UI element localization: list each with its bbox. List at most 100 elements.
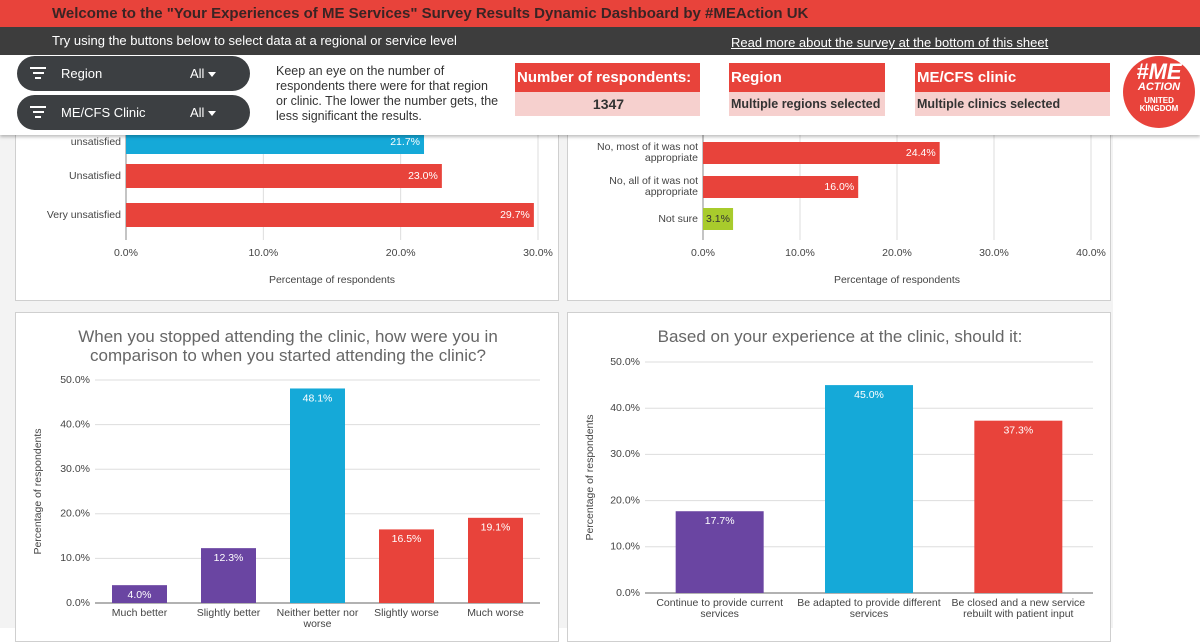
x-tick-label: Neither better nor worse (276, 607, 359, 630)
filter-value: All (190, 105, 205, 120)
y-tick-label: 50.0% (610, 356, 640, 368)
x-tick-label: Be closed and a new service rebuilt with… (951, 597, 1086, 620)
y-axis-label: Percentage of respondents (32, 428, 44, 554)
value-label: 12.3% (214, 552, 244, 564)
x-tick-label: 10.0% (248, 247, 278, 259)
clinic-filter[interactable]: ME/CFS Clinic All (17, 95, 250, 130)
x-axis-label: Percentage of respondents (269, 274, 395, 286)
y-tick-label: 40.0% (60, 418, 90, 430)
card-value: Multiple clinics selected (915, 92, 1110, 116)
value-label: 24.4% (906, 147, 936, 159)
logo-text: UNITED (1144, 96, 1174, 105)
survey-link[interactable]: Read more about the survey at the bottom… (731, 35, 1049, 50)
region-filter[interactable]: Region All (17, 56, 250, 91)
filter-value: All (190, 66, 205, 81)
logo-text: ACTION (1137, 81, 1181, 93)
y-tick-label: Unsatisfied (69, 169, 121, 182)
y-tick-label: No, most of it was not appropriate (597, 141, 698, 164)
x-tick-label: 30.0% (523, 247, 553, 259)
value-label: 29.7% (500, 209, 530, 221)
y-tick-label: 20.0% (60, 508, 90, 520)
note: Keep an eye on the number of respondents… (276, 64, 499, 123)
y-tick-label: 30.0% (60, 463, 90, 475)
value-label: 45.0% (854, 389, 884, 401)
card-value: 1347 (515, 92, 700, 116)
subtitle: Try using the buttons below to select da… (52, 33, 457, 48)
header: Welcome to the "Your Experiences of ME S… (0, 0, 1200, 135)
y-tick-label: 50.0% (60, 374, 90, 386)
logo-text: KINGDOM (1139, 104, 1179, 113)
value-label: 16.0% (824, 181, 854, 193)
y-tick-label: 10.0% (610, 541, 640, 553)
filter-icon (30, 67, 46, 79)
value-label: 16.5% (392, 533, 422, 545)
filter-label: Region (61, 66, 103, 81)
y-tick-label: 40.0% (610, 402, 640, 414)
bar (290, 388, 345, 603)
bar (703, 208, 734, 230)
filter-icon (30, 106, 46, 118)
x-tick-label: Much worse (467, 607, 524, 619)
value-label: 17.7% (705, 515, 735, 527)
card: ME/CFS clinic Multiple clinics selected (915, 63, 1110, 116)
x-tick-label: 0.0% (691, 247, 715, 259)
value-label: 23.0% (408, 170, 438, 182)
dropdown-arrow (208, 72, 216, 77)
x-tick-label: Continue to provide current services (656, 597, 783, 620)
bar (468, 517, 523, 603)
x-tick-label: 30.0% (979, 247, 1009, 259)
x-tick-label: Slightly worse (374, 607, 439, 619)
bar (703, 176, 859, 198)
y-tick-label: Very unsatisfied (46, 208, 121, 221)
x-tick-label: 20.0% (386, 247, 416, 259)
y-tick-label: 30.0% (610, 448, 640, 460)
x-tick-label: Slightly better (196, 607, 261, 619)
y-tick-label: unsatisfied (70, 135, 121, 148)
card: Region Multiple regions selected (729, 63, 885, 116)
x-axis-label: Percentage of respondents (834, 274, 960, 286)
value-label: 4.0% (128, 589, 152, 601)
x-tick-label: 40.0% (1076, 247, 1106, 259)
x-tick-label: Much better (111, 607, 168, 619)
card-value: Multiple regions selected (729, 92, 885, 116)
y-tick-label: 0.0% (616, 587, 640, 599)
bar (201, 548, 256, 603)
x-tick-label: 0.0% (114, 247, 138, 259)
y-tick-label: 20.0% (610, 494, 640, 506)
logo: #ME ACTION UNITED KINGDOM (1123, 56, 1195, 128)
bar (379, 529, 434, 603)
title: Welcome to the "Your Experiences of ME S… (52, 5, 809, 22)
bar (126, 203, 534, 227)
card-title: ME/CFS clinic (915, 63, 1110, 92)
bar (703, 142, 940, 164)
y-tick-label: No, all of it was not appropriate (609, 175, 698, 198)
y-tick-label: 10.0% (60, 552, 90, 564)
bar (675, 511, 764, 593)
card-title: Number of respondents: (515, 63, 700, 92)
card-title: Region (729, 63, 885, 92)
x-tick-label: Be adapted to provide different services (797, 597, 941, 620)
subtitle-bar: Try using the buttons below to select da… (0, 27, 1200, 55)
filter-label: ME/CFS Clinic (61, 105, 146, 120)
chart-title: When you stopped attending the clinic, h… (78, 327, 498, 365)
value-label: 48.1% (303, 392, 333, 404)
x-tick-label: 20.0% (882, 247, 912, 259)
bar (825, 385, 913, 593)
bar (112, 585, 167, 603)
value-label: 21.7% (390, 136, 420, 148)
y-tick-label: Not sure (658, 212, 698, 225)
x-tick-label: 10.0% (785, 247, 815, 259)
title-bar: Welcome to the "Your Experiences of ME S… (0, 0, 1200, 27)
value-label: 37.3% (1003, 424, 1033, 436)
bar (126, 164, 442, 188)
y-tick-label: 0.0% (66, 597, 90, 609)
charts: 0.0% 10.0% 20.0% 30.0% Percentage of respond… (32, 120, 1106, 609)
y-axis-label: Percentage of respondents (584, 414, 596, 540)
chart-title: Based on your experience at the clinic, … (657, 327, 1023, 346)
card: Number of respondents: 1347 (515, 63, 700, 116)
value-label: 19.1% (481, 522, 511, 534)
logo-text: #ME (1136, 59, 1182, 84)
bar (974, 420, 1063, 593)
dropdown-arrow (208, 111, 216, 116)
